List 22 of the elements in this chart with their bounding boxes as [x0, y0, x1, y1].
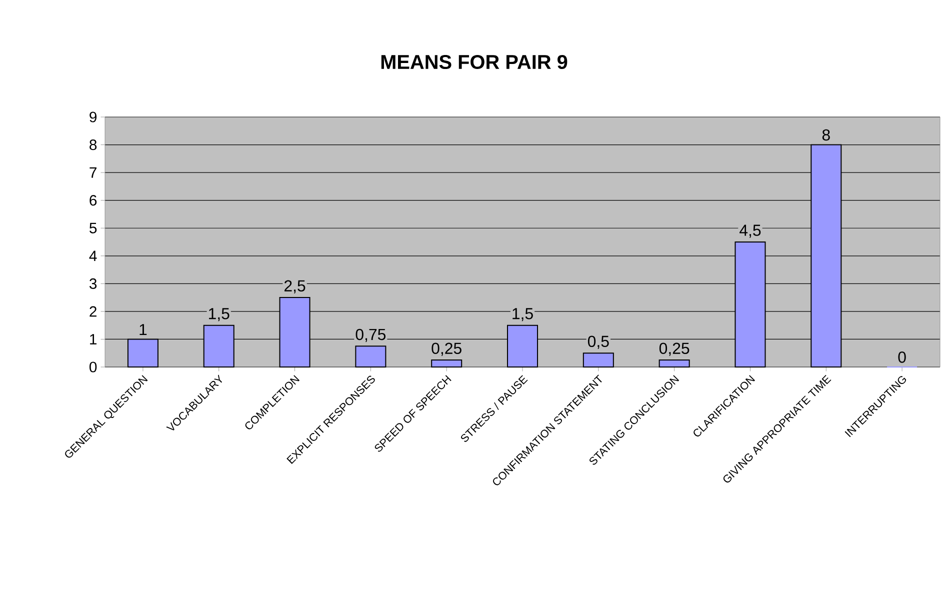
data-label: 2,5: [284, 280, 306, 294]
data-label: 0,75: [356, 328, 386, 342]
y-tick-label: 9: [90, 112, 97, 122]
data-label: 4,5: [740, 224, 761, 238]
y-tick-label: 7: [90, 167, 96, 178]
y-tick-label: 8: [90, 139, 97, 150]
y-tick-label: 3: [89, 278, 97, 289]
y-tick-label: 1: [90, 334, 96, 344]
chart-title: MEANS FOR PAIR 9: [381, 54, 568, 70]
data-label: 1: [140, 324, 147, 336]
y-tick-label: 4: [89, 250, 97, 262]
data-label: 0: [898, 352, 906, 363]
y-tick-label: 6: [90, 195, 97, 206]
data-label: 0,25: [659, 342, 690, 356]
y-tick-label: 2: [90, 306, 96, 317]
y-tick-label: 0: [89, 362, 97, 372]
data-label: 0,25: [432, 342, 462, 356]
data-label: 8: [822, 129, 830, 141]
data-label: 1,5: [209, 308, 230, 322]
y-tick-label: 5: [90, 222, 97, 234]
data-label: 0,5: [588, 336, 609, 349]
data-label: 1,5: [512, 308, 533, 322]
